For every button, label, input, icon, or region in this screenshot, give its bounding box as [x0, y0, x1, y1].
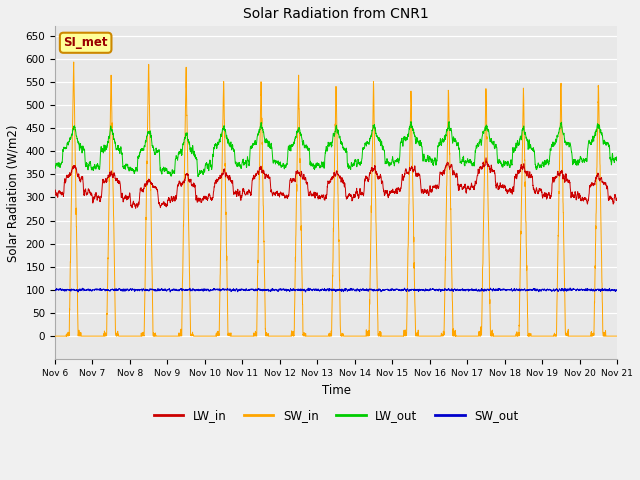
Line: SW_out: SW_out — [55, 288, 617, 292]
Text: SI_met: SI_met — [63, 36, 108, 49]
Line: LW_out: LW_out — [55, 121, 617, 177]
SW_in — [51, 333, 59, 339]
SW_out — [612, 288, 620, 293]
LW_in — [431, 183, 439, 189]
SW_in — [316, 333, 323, 339]
SW_in — [612, 333, 620, 339]
LW_in — [613, 195, 621, 201]
SW_out — [462, 287, 470, 292]
LW_out — [194, 174, 202, 180]
LW_out — [51, 163, 59, 168]
LW_in — [152, 186, 160, 192]
Line: LW_in: LW_in — [55, 158, 617, 208]
SW_in — [462, 333, 470, 339]
LW_in — [132, 205, 140, 211]
SW_in — [70, 59, 77, 65]
SW_out — [494, 286, 502, 291]
Legend: LW_in, SW_in, LW_out, SW_out: LW_in, SW_in, LW_out, SW_out — [149, 404, 524, 427]
LW_in — [482, 155, 490, 161]
LW_out — [445, 119, 453, 124]
SW_out — [301, 289, 309, 295]
SW_out — [566, 285, 574, 291]
LW_in — [494, 187, 502, 192]
SW_in — [431, 333, 439, 339]
LW_out — [152, 146, 160, 152]
SW_out — [51, 287, 59, 293]
SW_in — [494, 333, 502, 339]
SW_out — [613, 287, 621, 293]
LW_in — [612, 196, 620, 202]
Y-axis label: Solar Radiation (W/m2): Solar Radiation (W/m2) — [7, 124, 20, 262]
SW_in — [613, 333, 621, 339]
LW_out — [612, 158, 620, 164]
LW_in — [316, 192, 323, 198]
LW_in — [51, 187, 59, 192]
LW_out — [316, 163, 323, 169]
LW_out — [613, 155, 621, 160]
LW_in — [462, 190, 470, 195]
LW_out — [431, 155, 439, 161]
LW_out — [494, 159, 502, 165]
SW_out — [316, 288, 323, 293]
SW_in — [152, 333, 160, 339]
SW_out — [431, 287, 439, 293]
X-axis label: Time: Time — [321, 384, 351, 396]
LW_out — [463, 159, 470, 165]
Title: Solar Radiation from CNR1: Solar Radiation from CNR1 — [243, 7, 429, 21]
Line: SW_in: SW_in — [55, 62, 617, 336]
SW_out — [152, 288, 160, 294]
